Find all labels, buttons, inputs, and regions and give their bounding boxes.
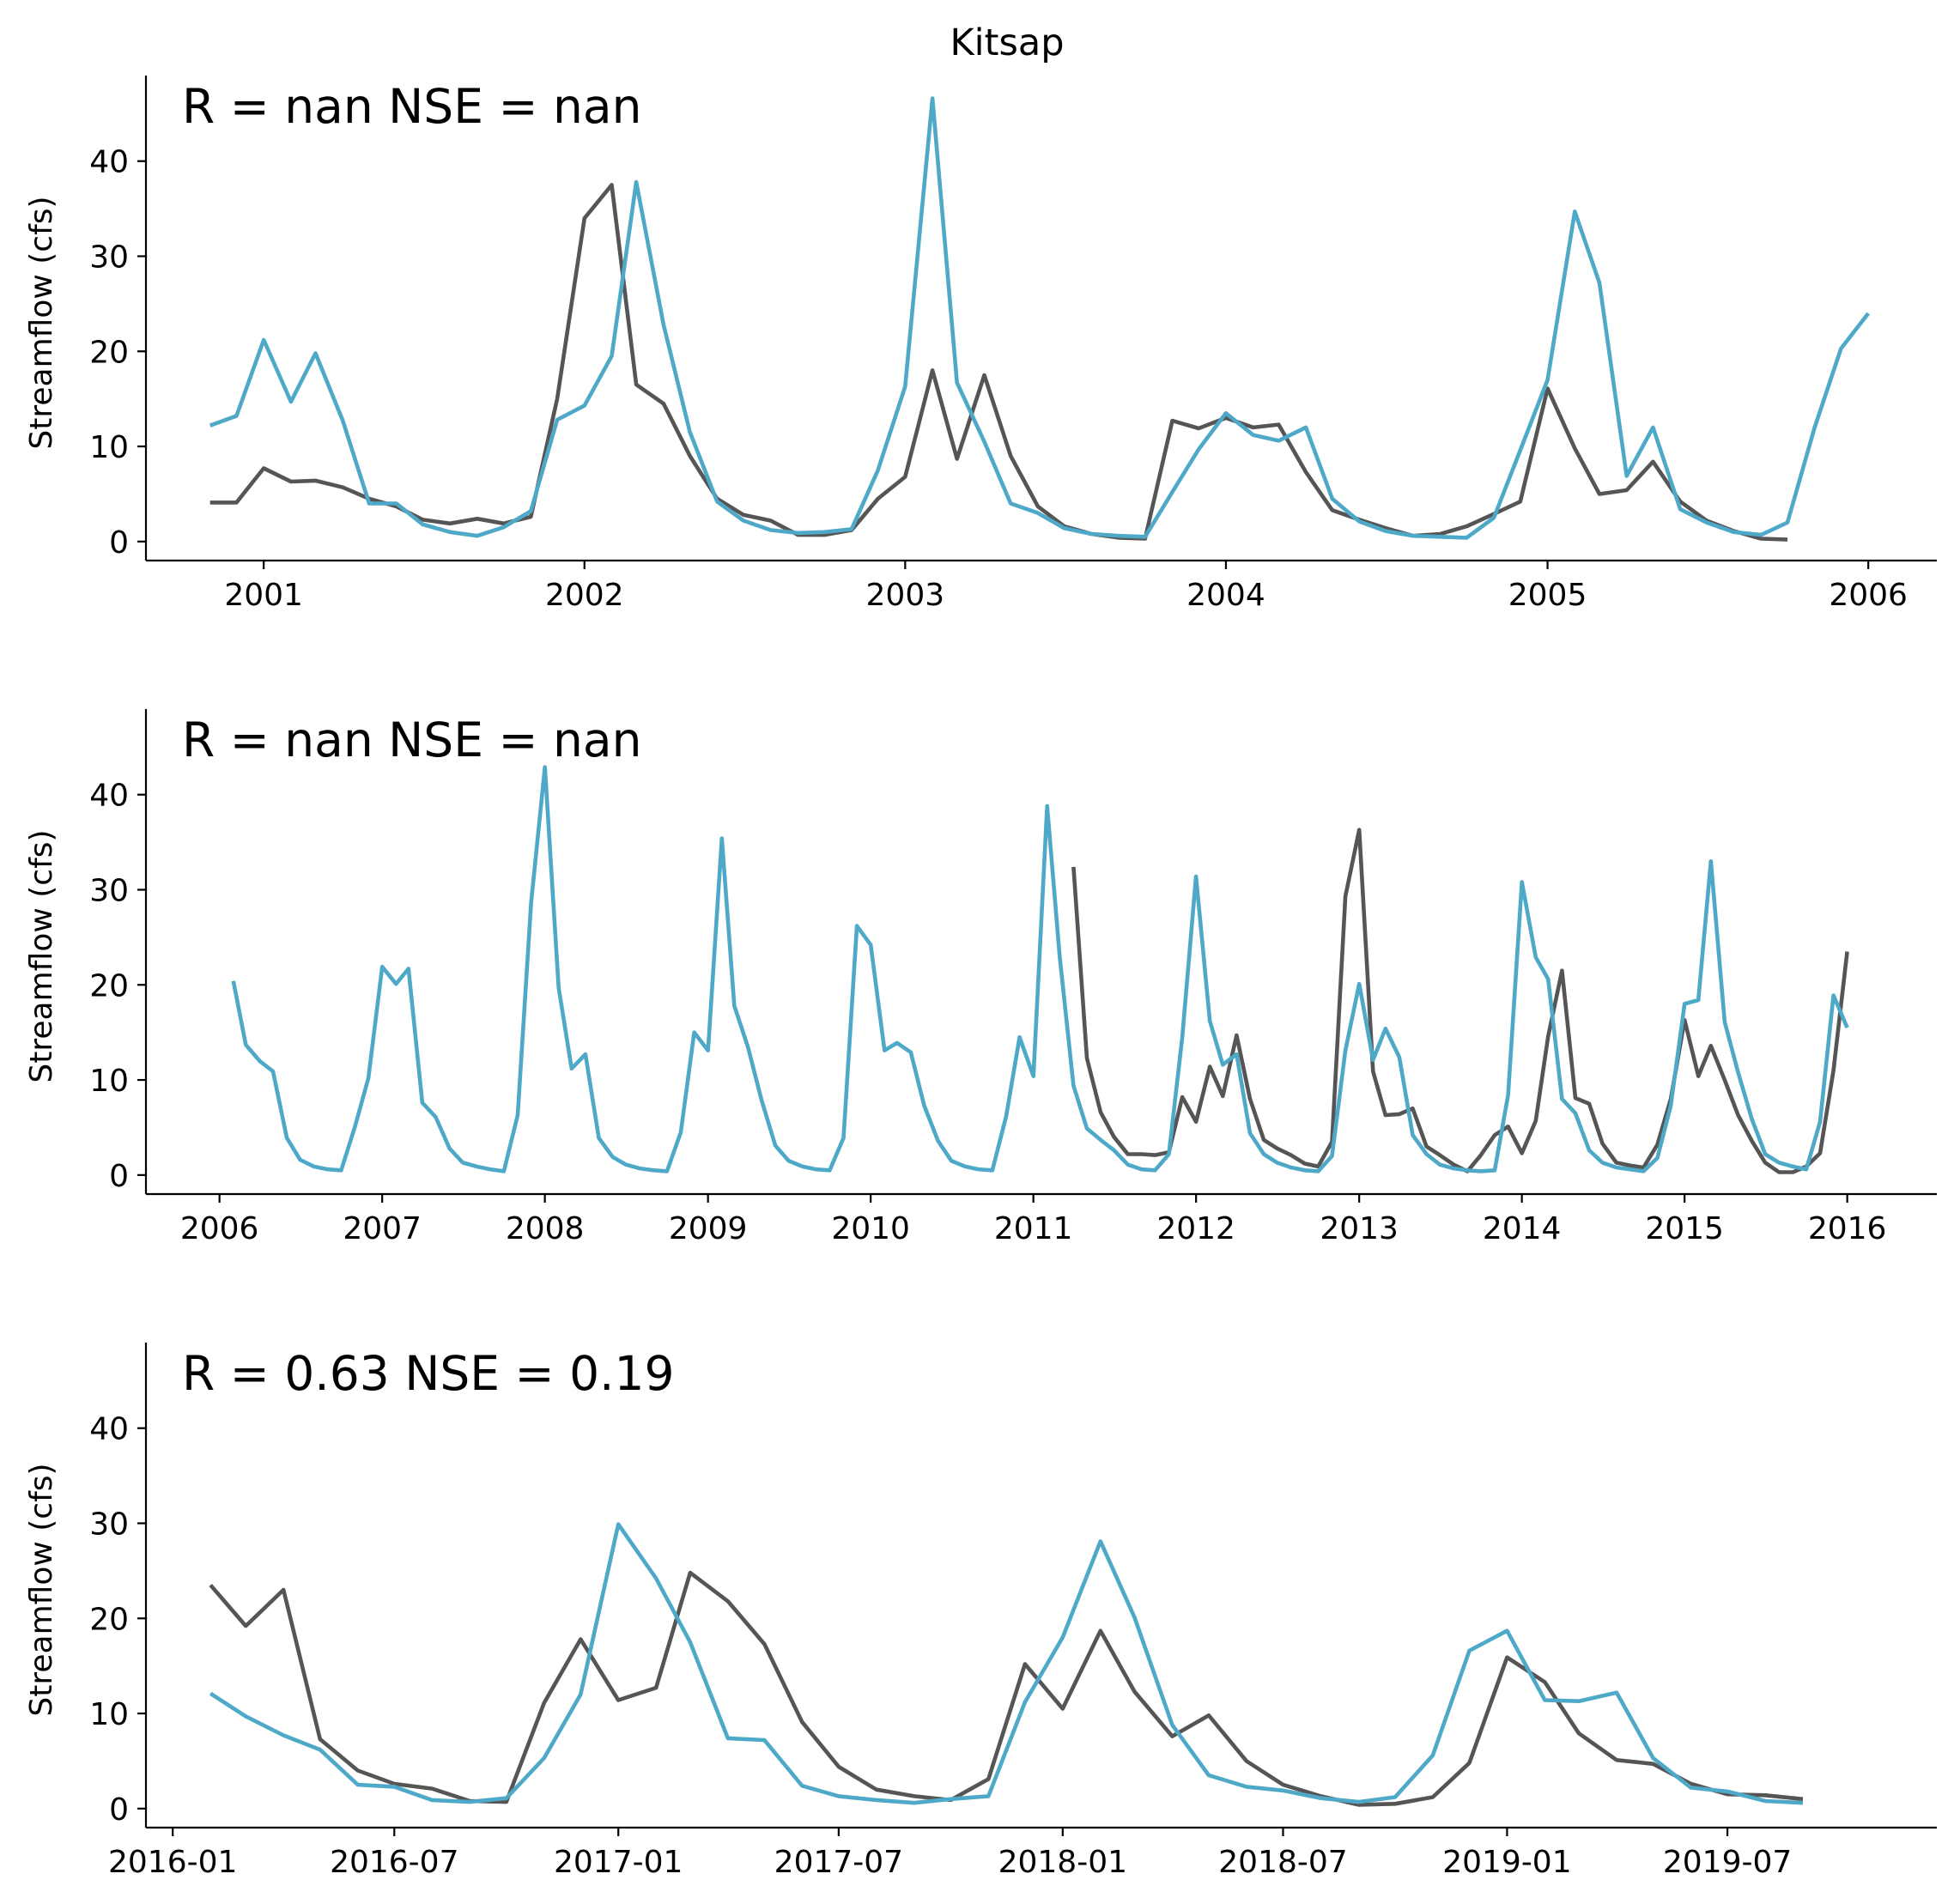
y-axis-label: Streamflow (cfs) — [24, 1463, 59, 1716]
y-axis-label: Streamflow (cfs) — [24, 196, 59, 449]
x-tick-label: 2019-01 — [1442, 1845, 1571, 1880]
modeled-streamflow-line — [231, 765, 1849, 1173]
panel-2006-2016: R = nan NSE = nan Streamflow (cfs) 0 10 20… — [24, 709, 1937, 1246]
x-tick-label: 2002 — [545, 578, 624, 613]
y-tick-label: 30 — [89, 1507, 129, 1542]
x-tick-label: 2004 — [1186, 578, 1265, 613]
panel-stats-text: R = 0.63 NSE = 0.19 — [182, 1346, 675, 1401]
y-tick-label: 0 — [109, 1159, 129, 1194]
x-tick-label: 2003 — [866, 578, 945, 613]
panel-2001-2006: R = nan NSE = nan Streamflow (cfs) 0 10 20… — [24, 76, 1937, 613]
y-axis-label: Streamflow (cfs) — [24, 829, 59, 1082]
y-tick-label: 10 — [89, 1064, 129, 1099]
x-tick-label: 2009 — [669, 1211, 748, 1246]
x-tick-label: 2018-01 — [998, 1845, 1127, 1880]
x-tick-label: 2015 — [1645, 1211, 1724, 1246]
y-tick-label: 20 — [89, 968, 129, 1004]
observed-streamflow-line — [209, 1570, 1804, 1807]
x-tick-label: 2006 — [180, 1211, 259, 1246]
y-tick-label: 20 — [89, 1602, 129, 1637]
x-tick-label: 2016-07 — [330, 1845, 458, 1880]
x-tick-label: 2008 — [506, 1211, 585, 1246]
x-tick-label: 2013 — [1320, 1211, 1399, 1246]
observed-streamflow-line — [209, 183, 1788, 542]
x-tick-label: 2007 — [343, 1211, 422, 1246]
x-tick-label: 2017-07 — [774, 1845, 903, 1880]
figure-title: Kitsap — [950, 21, 1064, 64]
x-tick-label: 2018-07 — [1218, 1845, 1347, 1880]
y-tick-label: 0 — [109, 1792, 129, 1828]
x-tick-label: 2016-01 — [108, 1845, 237, 1880]
x-tick-label: 2014 — [1483, 1211, 1562, 1246]
x-tick-label: 2005 — [1508, 578, 1587, 613]
panel-stats-text: R = nan NSE = nan — [182, 712, 641, 767]
y-tick-label: 40 — [89, 779, 129, 814]
modeled-streamflow-line — [209, 1522, 1804, 1805]
y-tick-label: 10 — [89, 430, 129, 465]
x-tick-label: 2012 — [1156, 1211, 1235, 1246]
y-tick-label: 10 — [89, 1697, 129, 1732]
x-tick-label: 2006 — [1829, 578, 1908, 613]
x-tick-label: 2010 — [831, 1211, 910, 1246]
panel-stats-text: R = nan NSE = nan — [182, 79, 641, 134]
x-tick-label: 2019-07 — [1663, 1845, 1792, 1880]
y-tick-label: 40 — [89, 1412, 129, 1447]
y-tick-label: 20 — [89, 335, 129, 370]
y-tick-label: 30 — [89, 873, 129, 908]
y-tick-label: 30 — [89, 240, 129, 275]
x-tick-label: 2001 — [224, 578, 303, 613]
y-tick-label: 40 — [89, 145, 129, 180]
y-tick-label: 0 — [109, 525, 129, 561]
x-tick-label: 2011 — [994, 1211, 1073, 1246]
modeled-streamflow-line — [209, 96, 1871, 540]
x-tick-label: 2016 — [1808, 1211, 1887, 1246]
x-tick-label: 2017-01 — [554, 1845, 683, 1880]
observed-streamflow-line — [1071, 828, 1849, 1174]
panel-2016-2019: R = 0.63 NSE = 0.19 Streamflow (cfs) 0 10… — [24, 1343, 1937, 1880]
